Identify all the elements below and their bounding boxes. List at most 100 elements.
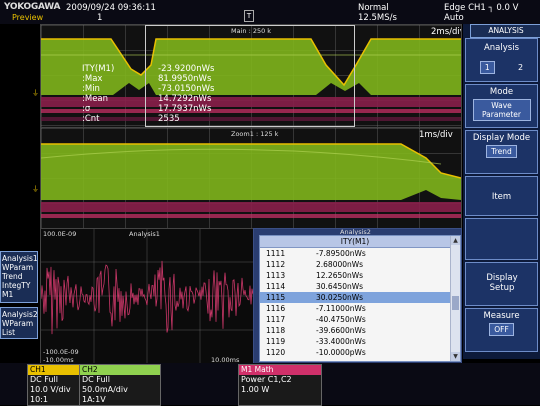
row-index: 1117 [266,315,286,324]
trigger-level: 0.0 V [496,3,519,13]
ch2-coupling: DC Full [82,375,110,384]
analysis-label: Analysis [483,43,520,53]
main-window-title: Main : 250 k [231,27,272,35]
list-row[interactable]: 1111 -7.89500nWs [260,248,450,259]
row-index: 1118 [266,326,286,335]
row-value: -39.6600nWs [316,326,366,335]
list-table[interactable]: ITY(M1) 1111 -7.89500nWs 1112 2.68000nWs 1… [259,235,461,362]
tab-line: Analysis2 [2,310,38,319]
measurement-label: :Cnt [82,114,100,124]
blank-softkey[interactable] [465,218,538,260]
ch2-info[interactable]: CH2 DC Full 50.0mA/div 1A:1V [79,364,161,406]
mode-value: Wave Parameter [472,99,531,121]
trend-waveform [41,229,253,364]
tab-line: M1 [2,290,14,299]
scroll-down-arrow-icon[interactable]: ▼ [451,352,460,361]
status-bar [0,0,540,24]
list-row[interactable]: 1119 -33.4000nWs [260,336,450,347]
menu-title: ANALYSIS [470,24,540,38]
row-value: 30.0250nWs [316,293,364,302]
analysis1-tab[interactable]: Analysis1 WParam Trend IntegTY M1 [0,251,38,303]
display-setup-label: Display Setup [486,273,518,293]
row-index: 1114 [266,282,286,291]
main-waveform-window[interactable]: Main : 250 k 2ms/div ITY(M1) -23.9200nWs… [40,24,462,128]
measurement-value: -23.9200nWs [158,64,215,74]
list-row[interactable]: 1114 30.6450nWs [260,281,450,292]
tab-line: List [2,328,16,337]
list-row[interactable]: 1116 -7.11000nWs [260,303,450,314]
ch1-probe: 10:1 [30,395,48,404]
list-column-header: ITY(M1) [260,236,450,248]
item-button[interactable]: Item [465,176,538,216]
trigger-source: Edge CH1 ┐ 0.0 V [444,3,518,13]
list-row[interactable]: 1120 -10.0000pWs [260,347,450,358]
ch2-probe: 1A:1V [82,395,106,404]
zoom-waveform-window[interactable]: Zoom1 : 125 k 1ms/div [40,127,462,229]
trend-x-right: 10.00ms [211,356,240,364]
math-scale: 1.00 W [241,385,270,394]
math-waveform-zoom [41,202,461,212]
list-row[interactable]: 1112 2.68000nWs [260,259,450,270]
tab-line: Trend [2,272,23,281]
ch1-ground-marker-icon: ⏚ [32,89,39,97]
ch1-zoom-ground-marker-icon: ⏚ [32,185,39,193]
list-row[interactable]: 1113 12.2650nWs [260,270,450,281]
display-mode-value: Trend [486,145,517,158]
analysis-option-1[interactable]: 1 [479,61,495,74]
analysis-trend-plot[interactable]: 100.0E-09 Analysis1 -100.0E-09 -10.00ms … [40,228,254,365]
list-window-title: Analysis2 [340,228,371,236]
tab-line: IntegTY [2,281,31,290]
mode-button[interactable]: Mode Wave Parameter [465,84,538,128]
ch1-label: CH1 [28,365,103,375]
measure-value: OFF [489,323,514,336]
analysis-list-window[interactable]: Analysis2 ITY(M1) 1111 -7.89500nWs 1112 2.… [253,228,462,365]
list-row[interactable]: 1118 -39.6600nWs [260,325,450,336]
trigger-auto: Auto [444,13,464,23]
row-index: 1111 [266,249,286,258]
row-index: 1115 [266,293,286,302]
measure-button[interactable]: Measure OFF [465,308,538,352]
display-setup-button[interactable]: Display Setup [465,262,538,306]
math-waveform-main [41,97,461,107]
trend-y-bottom: -100.0E-09 [43,348,79,356]
ch1-scale: 10.0 V/div [30,385,71,394]
row-value: -7.89500nWs [316,249,366,258]
row-index: 1112 [266,260,286,269]
tab-line: WParam [2,263,34,272]
measurement-label: :σ [82,104,91,114]
acquisition-count: 1 [97,13,103,23]
analysis-select-button[interactable]: Analysis 1 2 [465,38,538,82]
zoom-waveform [41,143,461,218]
main-time-div: 2ms/div [431,27,462,37]
brand-logo: YOKOGAWA [4,2,61,12]
analysis2-tab[interactable]: Analysis2 WParam List [0,307,38,339]
datetime: 2009/09/24 09:36:11 [66,3,156,13]
row-index: 1116 [266,304,286,313]
ch2-label: CH2 [80,365,160,375]
analysis-option-2[interactable]: 2 [518,63,524,72]
trigger-mode: Normal [358,3,389,13]
measurement-value: 17.7937nWs [158,104,212,114]
main-waveform [41,38,461,121]
ch1-coupling: DC Full [30,375,58,384]
trend-y-top: 100.0E-09 [43,230,77,238]
list-row-selected[interactable]: 1115 30.0250nWs [260,292,450,303]
math-label: M1 Math [239,365,321,375]
ch2-waveform-zoom [41,144,461,200]
acquisition-mode: Preview [12,13,44,22]
row-value: 30.6450nWs [316,282,364,291]
ch2-scale: 50.0mA/div [82,385,128,394]
rising-edge-icon: ┐ [488,3,497,13]
scroll-up-arrow-icon[interactable]: ▲ [451,236,460,245]
list-row[interactable]: 1117 -40.4750nWs [260,314,450,325]
measurement-label: :Min [82,84,100,94]
scroll-thumb[interactable] [452,296,459,310]
list-scrollbar[interactable]: ▲ ▼ [450,236,460,361]
measurement-value: 81.9950nWs [158,74,212,84]
row-value: -7.11000nWs [316,304,366,313]
sample-rate: 12.5MS/s [358,13,397,23]
mode-label: Mode [489,87,514,97]
display-mode-button[interactable]: Display Mode Trend [465,130,538,174]
math-info[interactable]: M1 Math Power C1,C2 1.00 W [238,364,322,406]
trend-title: Analysis1 [129,230,160,238]
